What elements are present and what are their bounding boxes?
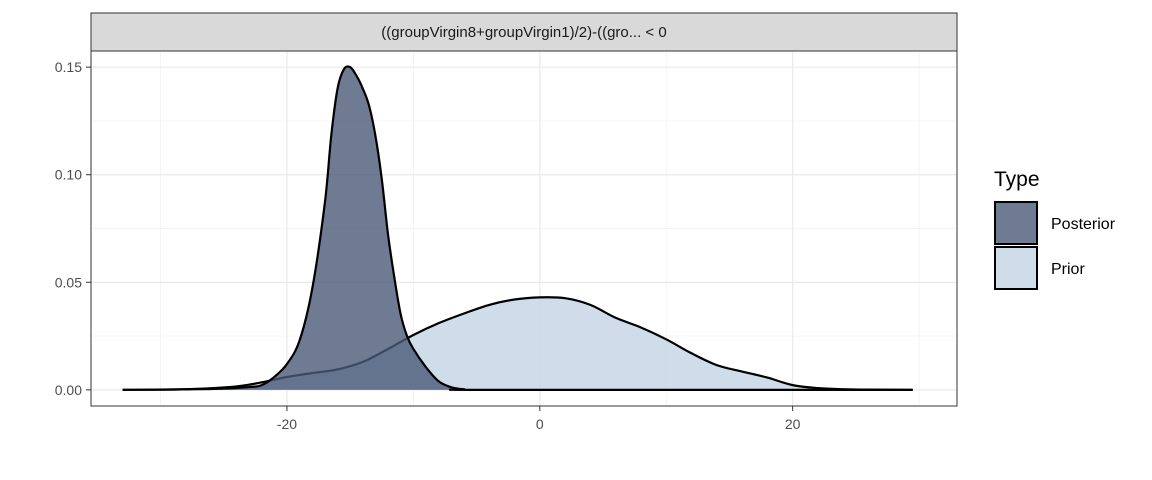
density-line-posterior <box>122 65 913 392</box>
legend-label-posterior: Posterior <box>1051 216 1116 233</box>
legend-label-prior: Prior <box>1051 261 1085 278</box>
y-tick-label: 0.00 <box>55 382 82 398</box>
legend-key-posterior <box>994 201 1038 245</box>
density-area-prior <box>122 297 913 390</box>
density-areas <box>122 65 913 392</box>
x-tick-label: 0 <box>536 416 544 432</box>
y-tick-label: 0.10 <box>55 167 82 183</box>
legend-title: Type <box>994 168 1040 191</box>
x-tick-label: -20 <box>277 416 297 432</box>
legend-items: Posterior Prior <box>994 201 1116 290</box>
x-axis: -20 0 20 <box>277 406 801 432</box>
legend: Type Posterior Prior <box>994 168 1116 290</box>
legend-key-prior <box>994 246 1038 290</box>
x-tick-label: 20 <box>785 416 801 432</box>
y-tick-label: 0.05 <box>55 274 82 290</box>
y-axis: 0.00 0.05 0.10 0.15 <box>55 59 91 398</box>
y-tick-label: 0.15 <box>55 59 82 75</box>
facet-label: ((groupVirgin8+groupVirgin1)/2)-((gro...… <box>381 24 666 41</box>
grid-major <box>91 51 957 406</box>
facet-strip <box>90 12 958 52</box>
density-area-posterior <box>122 66 913 390</box>
